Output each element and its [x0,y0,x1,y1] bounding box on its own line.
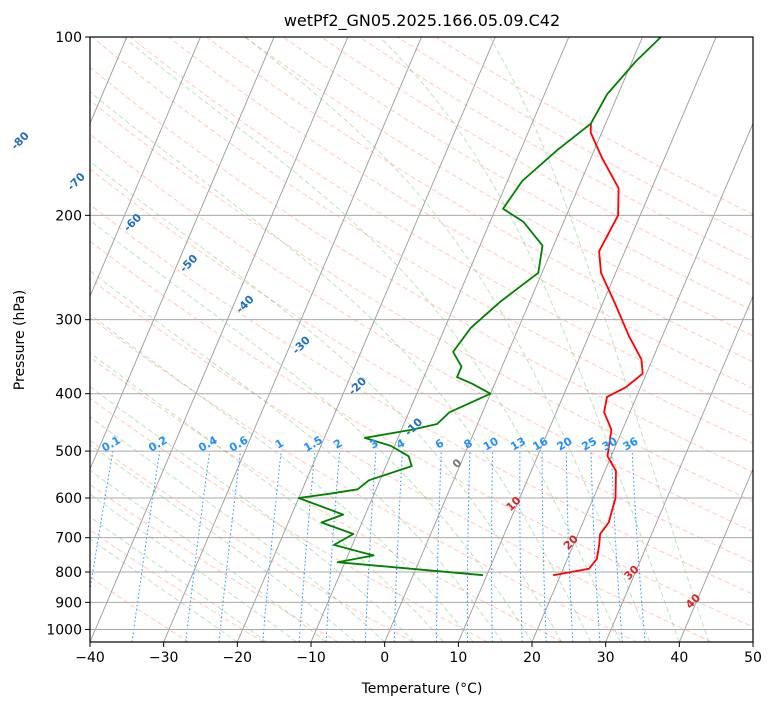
dry-adiabat-line [90,66,753,473]
moist-adiabat-line [90,516,268,642]
isotherm-line [457,37,717,642]
x-tick-label: 50 [744,650,762,666]
moist-adiabat-line [90,416,386,642]
dry-adiabat-line [90,529,264,642]
dry-adiabat-line [359,37,753,262]
moist-adiabat-line [90,270,503,642]
isotherm-line [90,37,349,642]
x-tick-label: −10 [296,650,326,666]
moist-adiabat-line [244,37,651,642]
isotherm-line [163,37,422,642]
isotherm-line [384,37,643,642]
x-tick-label: −20 [223,650,253,666]
y-tick-label: 100 [55,30,82,46]
moist-adiabat-line [90,352,444,642]
dry-adiabat-line [90,203,753,595]
dry-adiabat-line [320,37,753,287]
x-tick-label: 30 [597,650,615,666]
isotherm-line [531,122,753,642]
mixing-ratio-line [185,451,211,642]
isotherm-line [678,467,753,642]
series-layer [297,37,662,577]
mixing-ratio-line [218,451,241,642]
plot-frame [89,36,754,643]
moist-adiabat-line [90,219,533,642]
y-tick-label: 400 [55,387,82,403]
moist-adiabat-line [489,37,710,642]
moist-adiabat-line [90,160,562,642]
x-tick-label: 10 [449,650,467,666]
background-lines [90,37,753,642]
y-tick-label: 300 [55,313,82,329]
dry-adiabat-line [90,483,339,642]
moist-adiabat-line [123,37,621,642]
moist-adiabat-line [379,37,680,642]
mixing-ratio-line [90,451,114,593]
grid-lines [90,37,753,642]
dry-adiabat-line [90,240,753,628]
x-tick-label: 0 [380,650,389,666]
y-tick-label: 900 [55,595,82,611]
x-tick-label: −30 [149,650,179,666]
dry-adiabat-line [244,37,753,337]
dry-adiabat-line [90,278,712,642]
dry-adiabat-line [130,37,753,417]
isotherm-line [236,37,496,642]
x-tick-label: 40 [670,650,688,666]
dry-adiabat-line [90,440,414,642]
isotherm-line [90,37,201,298]
x-axis: −40 −30 −20 −10 0 10 20 30 40 50 [75,642,762,666]
y-tick-label: 700 [55,531,82,547]
x-axis-label: Temperature (°C) [361,681,483,697]
y-tick-label: 500 [55,444,82,460]
chart-title: wetPf2_GN05.2025.166.05.09.C42 [284,11,560,31]
dewpoint-profile [297,37,662,577]
y-tick-label: 600 [55,491,82,507]
dry-adiabat-line [90,168,753,563]
y-tick-label: 200 [55,208,82,224]
isotherm-line [605,295,753,642]
isotherm-line [90,37,275,471]
isotherm-line [310,37,570,642]
moist-adiabat-line [90,91,592,642]
dry-adiabat-line [206,37,753,363]
moist-adiabat-line [90,444,356,642]
moist-adiabat-line [90,313,474,642]
temperature-profile [552,123,644,577]
y-axis: 100 200 300 400 500 600 700 800 900 1000 [46,30,90,638]
x-tick-label: 20 [523,650,541,666]
y-axis-label: Pressure (hPa) [12,290,28,390]
mixing-ratio-line [131,451,161,642]
x-tick-label: −40 [75,650,105,666]
y-tick-label: 1000 [46,622,82,638]
y-tick-label: 800 [55,565,82,581]
dry-adiabat-line [90,133,753,533]
